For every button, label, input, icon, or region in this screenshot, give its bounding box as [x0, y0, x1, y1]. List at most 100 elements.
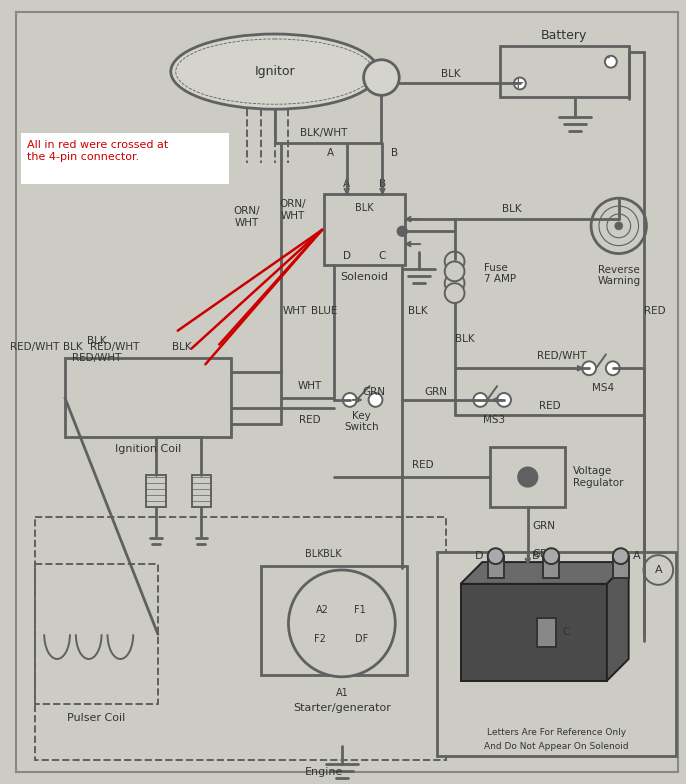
- Text: ORN/
WHT: ORN/ WHT: [279, 199, 306, 221]
- Circle shape: [488, 548, 504, 564]
- Circle shape: [605, 56, 617, 67]
- Bar: [35, 517, 446, 760]
- Text: And Do Not Appear On Solenoid: And Do Not Appear On Solenoid: [484, 742, 629, 750]
- Text: Letters Are For Reference Only: Letters Are For Reference Only: [487, 728, 626, 737]
- Text: ORN/
WHT: ORN/ WHT: [234, 206, 260, 228]
- Text: RED/WHT: RED/WHT: [90, 342, 139, 351]
- Circle shape: [473, 393, 487, 407]
- Text: B: B: [532, 551, 539, 561]
- Text: Pulser Coil: Pulser Coil: [67, 713, 126, 724]
- Text: Voltage
Regulator: Voltage Regulator: [573, 466, 624, 488]
- Text: A2: A2: [316, 604, 329, 615]
- Circle shape: [543, 548, 559, 564]
- Text: RED: RED: [643, 306, 665, 316]
- Text: BLK: BLK: [455, 334, 474, 343]
- Bar: [490, 448, 565, 506]
- Text: BLK: BLK: [408, 306, 428, 316]
- Text: BLK: BLK: [322, 549, 342, 559]
- Circle shape: [364, 60, 399, 96]
- Text: F2: F2: [314, 634, 326, 644]
- Bar: [536, 618, 556, 648]
- Text: A: A: [343, 180, 351, 189]
- Text: A1: A1: [335, 688, 348, 698]
- Text: A: A: [377, 71, 386, 84]
- Text: DF: DF: [355, 634, 368, 644]
- Bar: [191, 475, 211, 506]
- Circle shape: [343, 393, 357, 407]
- Text: BLK/WHT: BLK/WHT: [300, 128, 348, 138]
- Polygon shape: [460, 562, 628, 584]
- Circle shape: [445, 252, 464, 271]
- Circle shape: [397, 227, 407, 236]
- Circle shape: [514, 78, 525, 89]
- Circle shape: [643, 555, 673, 585]
- Circle shape: [368, 393, 382, 407]
- Bar: [613, 556, 628, 578]
- Circle shape: [445, 274, 464, 293]
- Text: GRN: GRN: [362, 387, 385, 397]
- Text: F1: F1: [354, 604, 366, 615]
- Circle shape: [615, 222, 623, 230]
- Text: BLK: BLK: [355, 203, 374, 213]
- Circle shape: [606, 361, 619, 376]
- Text: BLK: BLK: [441, 68, 460, 78]
- Text: A: A: [654, 565, 662, 575]
- Bar: [35, 564, 158, 705]
- Text: RED/WHT: RED/WHT: [72, 354, 121, 363]
- Text: B: B: [379, 180, 386, 189]
- Text: RED: RED: [412, 460, 434, 470]
- Text: Battery: Battery: [541, 30, 587, 42]
- Text: Starter/generator: Starter/generator: [293, 703, 391, 713]
- Circle shape: [582, 361, 596, 376]
- Text: RED: RED: [539, 401, 560, 411]
- Bar: [543, 556, 559, 578]
- Text: GRN: GRN: [532, 549, 555, 559]
- Text: +: +: [512, 76, 524, 91]
- Bar: [500, 46, 628, 97]
- Text: BLUE: BLUE: [311, 306, 338, 316]
- Bar: [65, 358, 231, 437]
- Text: RED/WHT: RED/WHT: [536, 351, 586, 361]
- Bar: [261, 566, 407, 675]
- Text: C: C: [563, 627, 570, 637]
- Bar: [437, 552, 676, 756]
- Bar: [21, 133, 229, 184]
- Circle shape: [445, 262, 464, 281]
- Text: MS4: MS4: [592, 383, 614, 393]
- Circle shape: [518, 467, 538, 487]
- Text: GRN: GRN: [425, 387, 447, 397]
- Bar: [488, 556, 504, 578]
- Text: MS3: MS3: [483, 415, 505, 425]
- Circle shape: [591, 198, 646, 253]
- Circle shape: [289, 570, 395, 677]
- Text: BLK: BLK: [63, 342, 83, 351]
- Ellipse shape: [171, 34, 379, 109]
- Text: D: D: [475, 551, 484, 561]
- Text: BLK: BLK: [305, 549, 324, 559]
- Text: BLK: BLK: [87, 336, 106, 346]
- Text: Fuse
7 AMP: Fuse 7 AMP: [484, 263, 517, 284]
- Text: WHT: WHT: [282, 306, 307, 316]
- Text: RED/WHT: RED/WHT: [10, 342, 59, 351]
- Text: Ignition Coil: Ignition Coil: [115, 445, 181, 455]
- Text: B: B: [391, 147, 398, 158]
- Text: Solenoid: Solenoid: [341, 272, 388, 282]
- Text: Reverse
Warning: Reverse Warning: [598, 264, 640, 286]
- Bar: [146, 475, 166, 506]
- Text: C: C: [379, 251, 386, 260]
- Text: BLK: BLK: [172, 342, 191, 351]
- Polygon shape: [607, 562, 628, 681]
- Text: A: A: [327, 147, 335, 158]
- Text: Key
Switch: Key Switch: [344, 411, 379, 433]
- Text: Ignitor: Ignitor: [255, 65, 295, 78]
- Bar: [460, 584, 607, 681]
- Circle shape: [445, 283, 464, 303]
- Text: GRN: GRN: [532, 521, 555, 532]
- Text: Engine: Engine: [305, 767, 343, 777]
- Text: D: D: [343, 251, 351, 260]
- Text: All in red were crossed at
the 4-pin connector.: All in red were crossed at the 4-pin con…: [27, 140, 169, 162]
- Text: A: A: [632, 551, 640, 561]
- Circle shape: [613, 548, 628, 564]
- Bar: [324, 194, 405, 266]
- Text: BLK: BLK: [502, 205, 522, 214]
